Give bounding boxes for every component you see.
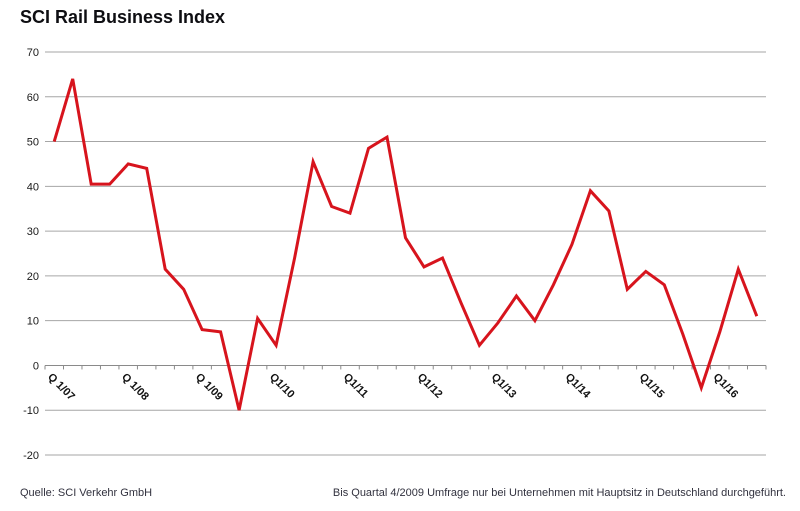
y-axis-tick-label: -20 (23, 450, 39, 462)
x-axis-tick-label: Q 1/07 (45, 371, 77, 403)
x-axis-tick-label: Q1/10 (267, 371, 297, 401)
y-axis-tick-label: 30 (27, 226, 39, 238)
y-axis-tick-label: 20 (27, 271, 39, 283)
page-title: SCI Rail Business Index (20, 7, 226, 27)
y-axis-tick-label: 0 (33, 360, 39, 372)
x-axis-tick-label: Q1/13 (489, 371, 519, 401)
y-axis-tick-label: 40 (27, 181, 39, 193)
x-axis-tick-label: Q1/12 (415, 371, 445, 401)
methodology-note: Bis Quartal 4/2009 Umfrage nur bei Unter… (332, 487, 786, 499)
y-axis-tick-label: 50 (27, 137, 39, 149)
x-axis-tick-label: Q1/15 (637, 371, 667, 401)
business-index-line (52, 78, 759, 411)
x-axis-tick-label: Q1/16 (711, 371, 741, 401)
source-note: Quelle: SCI Verkehr GmbH (20, 487, 153, 499)
x-axis-tick-label: Q1/11 (341, 371, 370, 400)
y-axis-tick-label: 60 (27, 92, 39, 104)
x-axis-tick-label: Q 1/09 (193, 371, 225, 403)
y-axis-tick-label: 10 (27, 316, 39, 328)
x-axis-tick-label: Q 1/08 (119, 371, 151, 403)
y-axis-tick-label: -10 (23, 405, 39, 417)
x-axis-tick-label: Q1/14 (563, 371, 593, 401)
y-axis-tick-label: 70 (27, 47, 39, 59)
